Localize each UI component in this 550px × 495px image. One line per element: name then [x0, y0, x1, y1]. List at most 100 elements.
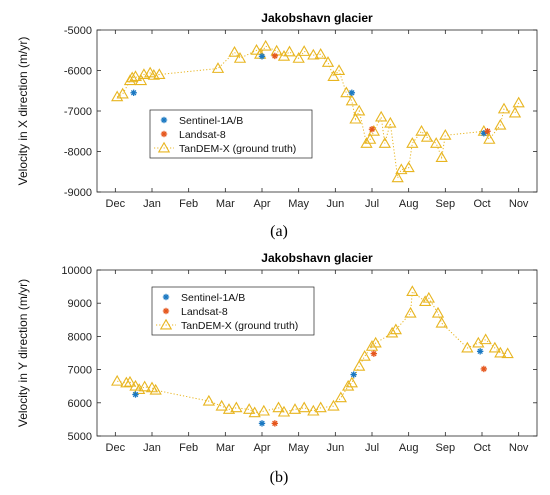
data-point-tandem	[508, 106, 522, 118]
data-point-tandem	[250, 43, 263, 55]
data-point-tandem	[369, 336, 382, 348]
data-point-sentinel	[350, 371, 357, 378]
data-point-tandem	[435, 151, 448, 163]
panel-caption: (a)	[270, 223, 288, 240]
x-tick-label: Sep	[436, 198, 456, 210]
data-point-landsat	[368, 126, 376, 133]
legend-entry: Landsat-8	[179, 129, 226, 141]
data-point-tandem	[277, 405, 291, 417]
x-tick-label: Nov	[509, 198, 529, 210]
data-point-tandem	[334, 391, 347, 403]
panel-caption: (b)	[270, 469, 289, 486]
data-point-tandem	[257, 404, 270, 416]
x-tick-label: May	[288, 198, 309, 210]
data-point-tandem	[345, 376, 358, 388]
data-point-tandem	[314, 401, 327, 413]
data-point-tandem	[111, 374, 124, 386]
data-point-tandem	[384, 116, 397, 128]
legend-box	[149, 109, 313, 159]
data-point-tandem	[327, 70, 340, 82]
legend-entry: Sentinel-1A/B	[179, 115, 243, 127]
data-point-tandem	[202, 394, 215, 406]
y-tick-label: 7000	[68, 365, 92, 377]
data-point-tandem	[391, 171, 404, 183]
x-tick-label: Oct	[473, 442, 490, 454]
data-point-sentinel	[258, 420, 266, 427]
x-tick-label: Jul	[365, 442, 379, 454]
data-point-tandem	[364, 133, 377, 144]
legend-marker-tandem	[157, 141, 171, 153]
x-tick-label: Feb	[179, 442, 198, 454]
legend-entry: Sentinel-1A/B	[181, 292, 245, 304]
data-point-tandem	[395, 163, 408, 175]
data-point-tandem	[298, 45, 311, 56]
legend-marker-sentinel	[160, 116, 168, 124]
data-point-tandem	[461, 341, 474, 353]
data-point-tandem	[327, 399, 340, 411]
data-point-sentinel	[348, 89, 356, 96]
x-tick-label: Jan	[143, 442, 161, 454]
data-point-tandem	[389, 323, 402, 335]
y-axis-label: Velocity in Y direction (m/yr)	[16, 279, 30, 427]
legend-entry: TanDEM-X (ground truth)	[181, 320, 298, 332]
data-point-tandem	[149, 383, 162, 395]
data-point-landsat	[484, 128, 491, 135]
y-tick-label: 5000	[68, 431, 92, 443]
legend-box	[151, 286, 315, 336]
data-point-tandem	[134, 74, 148, 86]
data-point-tandem	[497, 102, 511, 114]
x-tick-label: Apr	[253, 442, 270, 454]
data-point-tandem	[230, 401, 243, 413]
x-tick-label: Oct	[473, 198, 490, 210]
y-tick-label: 8000	[68, 331, 92, 343]
data-point-tandem	[259, 39, 272, 51]
data-point-tandem	[120, 376, 133, 388]
x-tick-label: May	[288, 442, 309, 454]
legend: Sentinel-1A/B Landsat-8 TanDEM-X (ground t…	[149, 109, 313, 159]
data-point-tandem	[353, 104, 366, 116]
legend-entry: TanDEM-X (ground truth)	[179, 143, 296, 155]
x-tick-label: Jun	[326, 442, 344, 454]
y-tick-label: 9000	[68, 298, 92, 310]
data-point-tandem	[129, 70, 142, 82]
data-point-tandem	[342, 379, 355, 391]
data-point-tandem	[406, 285, 419, 297]
data-point-sentinel	[130, 89, 137, 96]
data-point-tandem	[111, 90, 124, 102]
y-tick-label: -9000	[64, 187, 92, 199]
chart-title: Jakobshavn glacier	[261, 251, 373, 265]
data-point-tandem	[419, 295, 432, 306]
data-point-tandem	[228, 45, 241, 57]
data-point-tandem	[406, 137, 419, 148]
x-tick-label: Aug	[399, 198, 419, 210]
data-point-tandem	[233, 52, 247, 63]
series-landsat-8	[271, 350, 488, 427]
data-point-tandem	[353, 359, 366, 371]
data-point-landsat	[271, 420, 279, 427]
data-point-tandem	[222, 403, 236, 414]
data-point-sentinel	[476, 348, 484, 355]
y-tick-label: -6000	[64, 66, 92, 78]
data-point-landsat	[271, 52, 279, 60]
legend-marker-landsat	[162, 307, 170, 315]
x-tick-label: Jan	[143, 198, 161, 210]
data-point-tandem	[483, 133, 496, 144]
data-point-tandem	[420, 131, 434, 142]
data-point-tandem	[292, 52, 305, 63]
data-point-tandem	[138, 380, 151, 392]
chart-panel-b: Jakobshavn glacier Velocity in Y directio…	[16, 251, 538, 486]
y-tick-label: -8000	[64, 147, 92, 159]
data-point-tandem	[123, 375, 137, 387]
data-point-tandem	[307, 48, 320, 60]
data-point-tandem	[314, 47, 327, 59]
x-tick-label: Mar	[216, 198, 235, 210]
x-tick-label: Apr	[253, 198, 270, 210]
data-point-tandem	[243, 403, 256, 414]
x-tick-label: Mar	[216, 442, 235, 454]
y-tick-label: -5000	[64, 25, 92, 37]
legend-entry: Landsat-8	[181, 306, 228, 318]
data-point-tandem	[494, 346, 507, 358]
data-point-tandem	[378, 137, 391, 148]
data-point-tandem	[116, 87, 129, 99]
